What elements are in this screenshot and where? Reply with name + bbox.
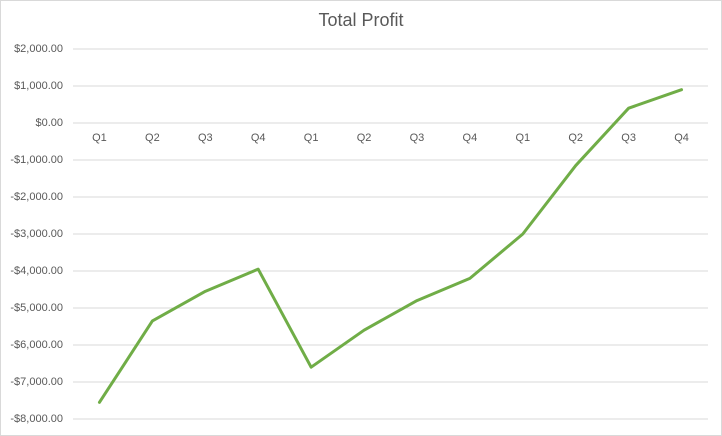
- y-tick-label: -$4,000.00: [10, 265, 63, 277]
- x-tick-label: Q4: [674, 132, 689, 144]
- x-tick-label: Q1: [92, 132, 107, 144]
- x-tick-label: Q4: [463, 132, 478, 144]
- x-tick-label: Q3: [410, 132, 425, 144]
- y-tick-label: -$5,000.00: [10, 302, 63, 314]
- y-tick-label: $0.00: [35, 117, 63, 129]
- y-tick-label: $1,000.00: [14, 80, 63, 92]
- y-tick-label: -$3,000.00: [10, 228, 63, 240]
- y-tick-label: -$2,000.00: [10, 191, 63, 203]
- x-tick-label: Q3: [621, 132, 636, 144]
- y-tick-label: -$1,000.00: [10, 154, 63, 166]
- x-tick-label: Q2: [357, 132, 372, 144]
- x-tick-label: Q1: [515, 132, 530, 144]
- chart-title: Total Profit: [318, 10, 403, 30]
- x-tick-label: Q2: [568, 132, 583, 144]
- data-line: [97, 88, 684, 404]
- x-tick-label: Q2: [145, 132, 160, 144]
- y-tick-label: $2,000.00: [14, 43, 63, 55]
- y-tick-label: -$8,000.00: [10, 413, 63, 425]
- y-tick-label: -$6,000.00: [10, 339, 63, 351]
- x-tick-label: Q4: [251, 132, 266, 144]
- x-tick-label: Q3: [198, 132, 213, 144]
- x-tick-label: Q1: [304, 132, 319, 144]
- y-tick-label: -$7,000.00: [10, 376, 63, 388]
